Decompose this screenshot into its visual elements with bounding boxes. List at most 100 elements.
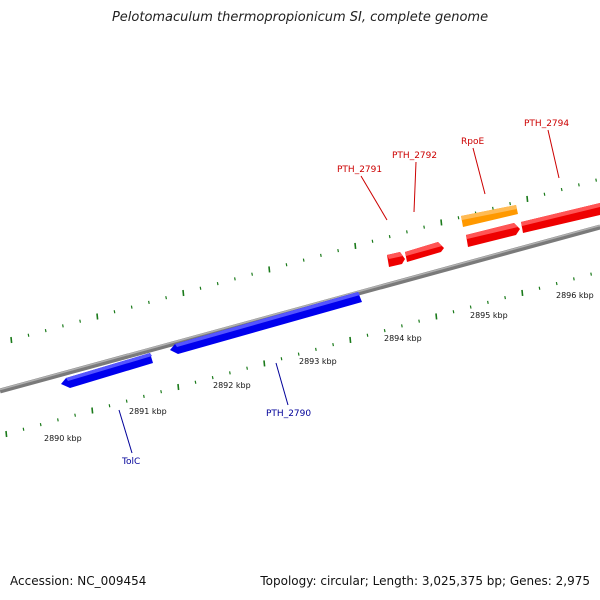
inner-scale-tick	[22, 427, 25, 431]
outer-scale-tick	[148, 300, 150, 305]
outer-scale-tick	[199, 286, 202, 290]
inner-scale-tick	[211, 375, 214, 380]
inner-scale-tick	[263, 360, 266, 367]
gene-label-pth-2790: PTH_2790	[266, 409, 311, 419]
accession-text: Accession: NC_009454	[10, 574, 147, 588]
gene-label-pth-2792: PTH_2792	[392, 151, 437, 161]
outer-scale-tick	[595, 178, 597, 182]
scale-label-2895: 2895 kbp	[470, 311, 508, 320]
outer-scale-tick	[492, 206, 494, 210]
gene-label-pth-2794: PTH_2794	[524, 119, 569, 129]
leader-rpoe	[472, 147, 486, 195]
inner-scale-tick	[57, 418, 59, 422]
outer-scale-tick	[440, 219, 443, 226]
inner-scale-tick	[383, 328, 386, 333]
outer-scale-tick	[423, 225, 425, 229]
inner-scale-tick	[435, 313, 438, 320]
inner-scale-tick	[194, 380, 197, 384]
outer-scale-tick	[268, 266, 271, 273]
scale-label-2896: 2896 kbp	[556, 291, 594, 300]
inner-scale-tick	[160, 390, 162, 394]
outer-scale-tick	[165, 296, 167, 300]
inner-scale-tick	[366, 333, 369, 337]
inner-scale-tick	[590, 272, 592, 276]
outer-scale-tick	[234, 277, 236, 281]
outer-scale-tick	[130, 305, 133, 309]
outer-scale-tick	[302, 258, 305, 262]
inner-scale-tick	[573, 277, 575, 281]
gene-rna-orange[interactable]	[461, 205, 518, 227]
outer-scale-tick	[457, 216, 460, 220]
outer-scale-tick	[10, 336, 13, 344]
leader-pth-2791	[360, 175, 388, 221]
outer-scale-tick	[320, 253, 322, 257]
inner-scale-tick	[74, 413, 76, 417]
genome-summary-text: Topology: circular; Length: 3,025,375 bp…	[260, 574, 590, 588]
outer-scale-tick	[27, 333, 30, 337]
inner-scale-tick	[555, 281, 558, 286]
inner-scale-tick	[39, 422, 42, 427]
genome-backbone-highlight	[0, 224, 600, 391]
gene-label-tolc: TolC	[121, 457, 140, 467]
gene-pth-2792-arrow[interactable]	[405, 242, 444, 262]
inner-scale-tick	[297, 352, 300, 356]
outer-scale-tick	[543, 192, 546, 196]
outer-scale-tick	[216, 281, 219, 286]
gene-rpoe-arrow[interactable]	[466, 223, 520, 247]
gene-label-pth-2791: PTH_2791	[337, 165, 382, 175]
inner-scale-tick	[538, 286, 541, 290]
scale-label-2891: 2891 kbp	[129, 407, 167, 416]
inner-scale-tick	[5, 430, 8, 438]
gene-label-rpoe: RpoE	[461, 137, 484, 147]
scale-label-2893: 2893 kbp	[299, 357, 337, 366]
inner-scale-tick	[332, 343, 334, 347]
inner-scale-tick	[401, 324, 403, 328]
outer-scale-tick	[96, 313, 99, 320]
inner-scale-tick	[487, 300, 489, 304]
outer-scale-tick	[406, 230, 408, 234]
gene-tolc-arrow[interactable]	[61, 353, 153, 388]
scale-label-2892: 2892 kbp	[213, 381, 251, 390]
inner-scale-tick	[91, 407, 94, 414]
inner-scale-tick	[143, 394, 145, 399]
gene-pth-2794-arrow[interactable]	[521, 203, 600, 233]
inner-scale-tick	[246, 366, 248, 370]
map-title: Pelotomaculum thermopropionicum SI, comp…	[111, 10, 489, 25]
inner-scale-tick	[349, 336, 352, 344]
leader-pth-2792	[413, 161, 417, 213]
outer-scale-tick	[113, 310, 116, 314]
leader-tolc	[118, 409, 133, 454]
outer-scale-tick	[44, 328, 47, 333]
inner-scale-tick	[521, 289, 524, 297]
inner-scale-tick	[177, 383, 180, 391]
leader-pth-2794	[547, 129, 560, 179]
inner-scale-tick	[108, 404, 111, 408]
inner-scale-tick	[125, 399, 128, 403]
inner-scale-tick	[418, 319, 420, 323]
inner-scale-tick	[504, 296, 506, 300]
scale-label-2890: 2890 kbp	[44, 434, 82, 443]
inner-scale-tick	[315, 347, 317, 351]
outer-scale-tick	[251, 272, 253, 276]
outer-scale-tick	[560, 187, 563, 192]
outer-scale-tick	[578, 183, 580, 187]
gene-pth-2791-arrow[interactable]	[387, 252, 405, 267]
scale-ticks-outer	[10, 178, 597, 344]
inner-scale-tick	[469, 305, 472, 309]
outer-scale-tick	[371, 239, 374, 243]
inner-scale-tick	[229, 371, 231, 375]
leader-pth-2790	[275, 362, 289, 406]
outer-scale-tick	[62, 324, 64, 328]
outer-scale-tick	[337, 249, 339, 253]
outer-scale-tick	[354, 242, 357, 250]
outer-scale-tick	[526, 195, 529, 203]
gene-pth-2790-arrow[interactable]	[170, 292, 362, 354]
outer-scale-tick	[79, 319, 81, 323]
scale-label-2894: 2894 kbp	[384, 334, 422, 343]
outer-scale-tick	[285, 263, 288, 267]
inner-scale-tick	[452, 310, 455, 314]
outer-scale-tick	[182, 289, 185, 297]
inner-scale-tick	[280, 357, 283, 361]
scale-ticks-inner	[5, 272, 592, 438]
